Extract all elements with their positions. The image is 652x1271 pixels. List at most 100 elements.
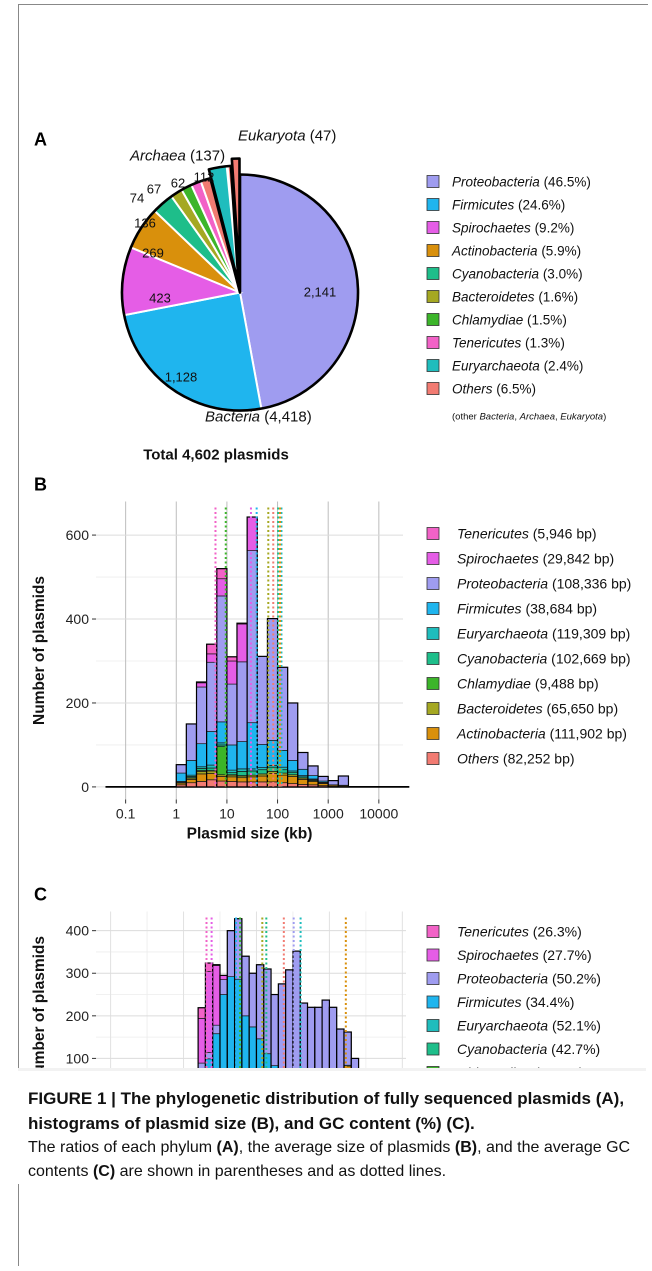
bar-segment-spirochaetes: [196, 682, 207, 688]
legend-value: (108,336 bp): [548, 576, 631, 592]
pie-label-proteobacteria: 2,141: [304, 285, 337, 300]
legend-name: Bacteroidetes: [452, 290, 535, 305]
y-tick-label: 600: [66, 527, 90, 543]
legend-name: Actinobacteria: [456, 726, 546, 742]
x-tick-label: 10: [219, 806, 235, 822]
size-histogram: 0 200 400 600 0.1 1 10 100 1000 10000 Plasmid size…: [31, 501, 631, 843]
legend-value: (38,684 bp): [522, 601, 598, 617]
bar-segment-proteobacteria: [317, 776, 329, 782]
bar-segment-proteobacteria: [226, 930, 235, 977]
legend-name: Cyanobacteria: [452, 267, 540, 282]
bar-segment-proteobacteria: [256, 964, 265, 1040]
legend-name: Proteobacteria: [457, 971, 548, 987]
pie-label-bacteroidetes: 74: [130, 191, 144, 206]
x-tick-label: 100: [266, 806, 290, 822]
legend-value: (24.6%): [514, 198, 565, 213]
bar-segment-proteobacteria: [236, 661, 248, 742]
legend-item-euryarchaeota: Euryarchaeota (119,309 bp): [457, 626, 630, 642]
legend-item-euryarchaeota: Euryarchaeota (52.1%): [457, 1018, 601, 1034]
y-tick-label: 0: [81, 779, 89, 795]
bar-segment-proteobacteria: [263, 968, 272, 1055]
legend-item-proteobacteria: Proteobacteria (50.2%): [457, 971, 601, 987]
bar-segment-actinobacteria: [196, 773, 207, 782]
bar-segment-others: [226, 781, 238, 788]
y-tick-label: 100: [66, 1050, 90, 1066]
bar-segment-proteobacteria: [287, 702, 299, 761]
legend-swatch-proteobacteria: [426, 972, 440, 985]
legend-name: Tenericutes: [452, 336, 522, 351]
legend-name: Cyanobacteria: [457, 1041, 547, 1057]
caption-divider: [18, 1068, 646, 1071]
x-tick-label: 0.1: [116, 806, 136, 822]
pie-domain-outline-bacteria: [120, 173, 360, 412]
bar-segment-firmicutes: [307, 775, 319, 780]
y-tick-label: 200: [66, 695, 90, 711]
legend-swatch-chlamydiae: [426, 677, 440, 690]
caption-text-3: , and the average GC contents: [28, 1139, 631, 1180]
pie-label-firmicutes: 1,128: [165, 370, 198, 385]
legend-swatch-euryarchaeota: [426, 1019, 440, 1032]
pie-label-cyanobacteria: 136: [134, 216, 156, 231]
pie-total-label: Total 4,602 plasmids: [143, 447, 289, 464]
legend-swatch-others: [426, 382, 440, 395]
bar-segment-proteobacteria: [297, 752, 309, 770]
y-axis-title: Number of plasmids: [31, 936, 48, 1085]
legend-item-spirochaetes: Spirochaetes (27.7%): [457, 947, 592, 963]
legend-item-proteobacteria: Proteobacteria (108,336 bp): [457, 576, 631, 592]
bar-segment-proteobacteria: [226, 683, 238, 746]
bar-segment-euryarchaeota: [226, 769, 238, 773]
legend-value: (46.5%): [540, 175, 591, 190]
legend-item-spirochaetes: Spirochaetes (9.2%): [452, 221, 574, 236]
figure-caption: FIGURE 1 | The phylogenetic distribution…: [18, 1068, 646, 1184]
legend-swatch-bacteroidetes: [426, 290, 440, 303]
legend-item-bacteroidetes: Bacteroidetes (1.6%): [452, 290, 578, 305]
x-tick-label: 10000: [359, 806, 398, 822]
legend-note-part: ): [603, 412, 606, 423]
legend-swatch-euryarchaeota: [426, 359, 440, 372]
legend-swatch-tenericutes: [426, 336, 440, 349]
legend-name: Tenericutes: [457, 924, 529, 940]
legend-name: Bacteroidetes: [457, 701, 543, 717]
legend-swatch-tenericutes: [426, 925, 440, 938]
legend-value: (102,669 bp): [547, 651, 630, 667]
pie-domain-label-bacteria: Bacteria (4,418): [205, 409, 312, 426]
legend-item-euryarchaeota: Euryarchaeota (2.4%): [452, 359, 583, 374]
bar-segment-firmicutes: [226, 744, 238, 771]
domain-count: (4,418): [260, 409, 312, 426]
figure-frame-left: [18, 4, 19, 1266]
legend-name: Cyanobacteria: [457, 651, 547, 667]
bar-outline: [337, 775, 350, 788]
legend-note-part: Archaea: [519, 412, 555, 423]
legend-name: Proteobacteria: [452, 175, 540, 190]
pie-label-spirochaetes: 423: [149, 291, 171, 306]
legend-value: (9.2%): [531, 221, 575, 236]
legend-swatch-spirochaetes: [426, 552, 440, 565]
caption-text-1: The ratios of each phylum: [28, 1139, 217, 1156]
bar-segment-actinobacteria: [185, 779, 197, 784]
legend-value: (50.2%): [548, 971, 601, 987]
legend-value: (52.1%): [548, 1018, 601, 1034]
legend-item-tenericutes: Tenericutes (5,946 bp): [457, 526, 597, 542]
legend-swatch-actinobacteria: [426, 727, 440, 740]
legend-item-firmicutes: Firmicutes (38,684 bp): [457, 601, 597, 617]
legend-name: Proteobacteria: [457, 576, 548, 592]
legend-swatch-firmicutes: [426, 602, 440, 615]
legend-item-chlamydiae: Chlamydiae (1.5%): [452, 313, 567, 328]
legend-item-actinobacteria: Actinobacteria (5.9%): [451, 244, 581, 259]
caption-text-2: , the average size of plasmids: [238, 1139, 455, 1156]
figure-frame-top: [18, 4, 648, 5]
legend-name: Others: [452, 382, 493, 397]
bar-segment-actinobacteria: [256, 775, 268, 783]
bar-segment-proteobacteria: [337, 775, 349, 786]
legend-name: Chlamydiae: [457, 676, 531, 692]
legend-value: (5.9%): [538, 244, 582, 259]
x-axis-title: Plasmid size (kb): [187, 826, 313, 843]
bar-segment-spirochaetes: [219, 975, 228, 980]
legend-swatch-spirochaetes: [426, 221, 440, 234]
domain-name: Eukaryota: [238, 128, 306, 145]
pie-slice-proteobacteria: [239, 173, 359, 410]
bar-segment-proteobacteria: [285, 969, 294, 1084]
bar-segment-actinobacteria: [236, 777, 248, 783]
pie-domain-outline-archaea: [207, 164, 240, 285]
